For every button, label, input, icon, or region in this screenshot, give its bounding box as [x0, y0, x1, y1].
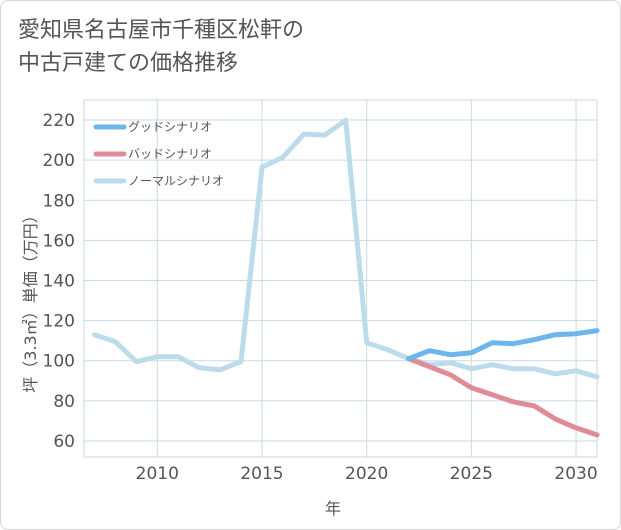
chart-title: 愛知県名古屋市千種区松軒の 中古戸建ての価格推移	[18, 14, 304, 80]
x-tick-label: 2015	[240, 464, 283, 484]
series-lines	[92, 117, 600, 438]
x-tick-label: 2025	[450, 464, 493, 484]
y-axis-title: 坪（3.3㎡）単価（万円）	[21, 207, 40, 392]
series-line-2	[92, 117, 600, 380]
x-tick-label: 2030	[554, 464, 597, 484]
y-tick-label: 160	[43, 231, 75, 251]
legend-label-0: グッドシナリオ	[128, 120, 212, 134]
series-line-0	[406, 328, 600, 362]
x-tick-label: 2020	[345, 464, 388, 484]
x-tick-label: 2010	[136, 464, 179, 484]
y-tick-label: 140	[43, 272, 75, 292]
x-axis-title: 年	[325, 499, 341, 518]
y-tick-label: 180	[43, 191, 75, 211]
y-tick-label: 220	[43, 111, 75, 131]
chart-title-line-2: 中古戸建ての価格推移	[18, 51, 239, 76]
plot-area	[83, 99, 598, 458]
series-line-1	[406, 356, 600, 438]
y-tick-label: 120	[43, 312, 75, 332]
legend-label-2: ノーマルシナリオ	[128, 174, 224, 188]
axis-ticks: 60 80 100 120 140 160 180 200 220 2010 2015 2020 202…	[43, 111, 598, 484]
y-tick-label: 100	[43, 352, 75, 372]
y-tick-label: 80	[53, 392, 75, 412]
y-tick-label: 60	[53, 432, 75, 452]
y-tick-label: 200	[43, 151, 75, 171]
legend-label-1: バッドシナリオ	[128, 147, 212, 161]
chart-title-line-1: 愛知県名古屋市千種区松軒の	[18, 18, 305, 43]
